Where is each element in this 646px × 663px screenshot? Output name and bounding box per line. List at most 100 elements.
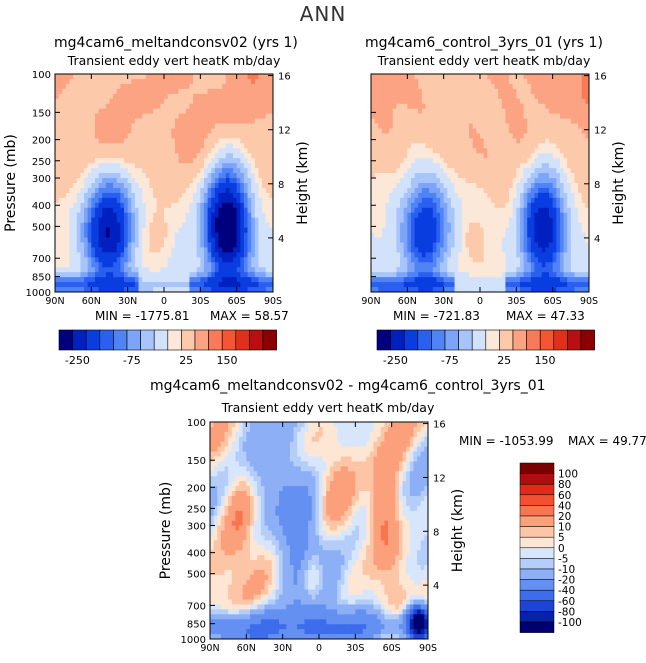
field-cell <box>102 153 107 159</box>
field-cell <box>480 123 485 129</box>
field-cell <box>145 272 150 278</box>
field-cell <box>134 123 139 129</box>
field-cell <box>211 282 216 288</box>
field-cell <box>534 178 539 184</box>
field-cell <box>153 272 158 278</box>
field-cell <box>421 88 426 95</box>
field-cell <box>142 237 147 243</box>
field-cell <box>131 202 136 209</box>
field-cell <box>269 257 274 263</box>
field-cell <box>465 227 470 233</box>
field-cell <box>94 158 99 164</box>
field-cell <box>465 133 470 139</box>
field-cell <box>203 158 208 164</box>
field-cell <box>461 222 466 228</box>
field-cell <box>389 133 394 139</box>
field-cell <box>84 108 89 115</box>
field-cell <box>211 252 216 258</box>
field-cell <box>483 128 488 134</box>
field-cell <box>414 192 419 199</box>
field-cell <box>265 277 270 283</box>
field-cell <box>84 88 89 95</box>
field-cell <box>447 98 452 105</box>
field-cell <box>519 158 524 164</box>
field-cell <box>483 277 488 283</box>
field-cell <box>214 173 219 179</box>
field-cell <box>400 133 405 139</box>
field-cell <box>552 287 557 293</box>
field-cell <box>91 202 96 209</box>
field-cell <box>450 138 455 144</box>
field-cell <box>258 98 263 105</box>
field-cell <box>527 222 532 228</box>
field-cell <box>461 277 466 283</box>
field-cell <box>113 222 118 228</box>
field-cell <box>218 287 223 293</box>
field-cell <box>134 207 139 214</box>
field-cell <box>73 178 78 184</box>
field-cell <box>105 163 110 169</box>
field-cell <box>113 123 118 129</box>
y-tick-label: 150 <box>32 108 51 119</box>
field-cell <box>138 173 143 179</box>
colorbar-swatch <box>58 329 73 351</box>
field-cell <box>142 178 147 184</box>
field-cell <box>450 83 455 90</box>
field-cell <box>480 128 485 134</box>
field-cell <box>174 143 179 149</box>
field-cell <box>523 217 528 224</box>
field-cell <box>509 232 514 238</box>
field-cell <box>432 272 437 278</box>
field-cell <box>134 187 139 194</box>
field-cell <box>549 212 554 219</box>
field-cell <box>429 222 434 228</box>
field-cell <box>450 93 455 100</box>
field-cell <box>240 178 245 184</box>
field-cell <box>131 163 136 169</box>
field-cell <box>389 272 394 278</box>
field-cell <box>447 237 452 243</box>
field-cell <box>73 163 78 169</box>
y-right-tick-label: 4 <box>278 234 284 245</box>
field-cell <box>142 138 147 144</box>
field-cell <box>243 247 248 253</box>
field-cell <box>76 168 81 174</box>
field-cell <box>65 272 70 278</box>
field-cell <box>385 212 390 219</box>
field-cell <box>251 282 256 288</box>
field-cell <box>483 262 488 268</box>
field-cell <box>381 247 386 253</box>
field-cell <box>185 118 190 124</box>
field-cell <box>171 88 176 95</box>
field-cell <box>472 88 477 95</box>
field-cell <box>265 247 270 253</box>
field-cell <box>545 232 550 238</box>
field-cell <box>414 138 419 144</box>
field-cell <box>418 128 423 134</box>
colorbar-swatch <box>72 329 87 351</box>
field-cell <box>233 103 238 110</box>
field-cell <box>480 133 485 139</box>
field-cell <box>105 183 110 189</box>
field-cell <box>69 222 74 228</box>
field-cell <box>87 242 92 248</box>
field-cell <box>124 257 129 263</box>
field-cell <box>262 192 267 199</box>
field-cell <box>407 262 412 268</box>
field-cell <box>116 262 121 268</box>
field-cell <box>487 207 492 214</box>
field-cell <box>211 187 216 194</box>
field-cell <box>225 257 230 263</box>
y-tick-label: 850 <box>32 273 51 284</box>
field-cell <box>182 192 187 199</box>
field-cell <box>509 88 514 95</box>
field-cell <box>258 252 263 258</box>
field-cell <box>233 153 238 159</box>
field-cell <box>381 192 386 199</box>
field-cell <box>258 202 263 209</box>
field-cell <box>454 242 459 248</box>
field-cell <box>541 78 546 85</box>
field-cell <box>443 282 448 288</box>
field-cell <box>76 207 81 214</box>
field-cell <box>138 257 143 263</box>
